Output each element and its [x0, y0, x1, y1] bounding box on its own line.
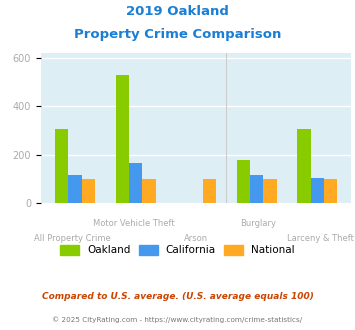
Bar — [115, 75, 129, 203]
Text: Burglary: Burglary — [240, 219, 276, 228]
Text: 2019 Oakland: 2019 Oakland — [126, 5, 229, 18]
Text: Motor Vehicle Theft: Motor Vehicle Theft — [93, 219, 175, 228]
Bar — [68, 175, 82, 203]
Text: Compared to U.S. average. (U.S. average equals 100): Compared to U.S. average. (U.S. average … — [42, 292, 313, 301]
Text: Arson: Arson — [184, 234, 208, 243]
Text: All Property Crime: All Property Crime — [33, 234, 110, 243]
Bar — [142, 179, 155, 203]
Bar — [82, 179, 95, 203]
Text: Larceny & Theft: Larceny & Theft — [287, 234, 354, 243]
Bar — [263, 179, 277, 203]
Legend: Oakland, California, National: Oakland, California, National — [60, 245, 295, 255]
Bar — [250, 175, 263, 203]
Text: © 2025 CityRating.com - https://www.cityrating.com/crime-statistics/: © 2025 CityRating.com - https://www.city… — [53, 317, 302, 323]
Bar — [203, 179, 216, 203]
Bar — [237, 160, 250, 203]
Bar — [324, 179, 337, 203]
Bar — [297, 129, 311, 203]
Text: Property Crime Comparison: Property Crime Comparison — [74, 28, 281, 41]
Bar — [129, 163, 142, 203]
Bar — [311, 178, 324, 203]
Bar — [55, 129, 68, 203]
